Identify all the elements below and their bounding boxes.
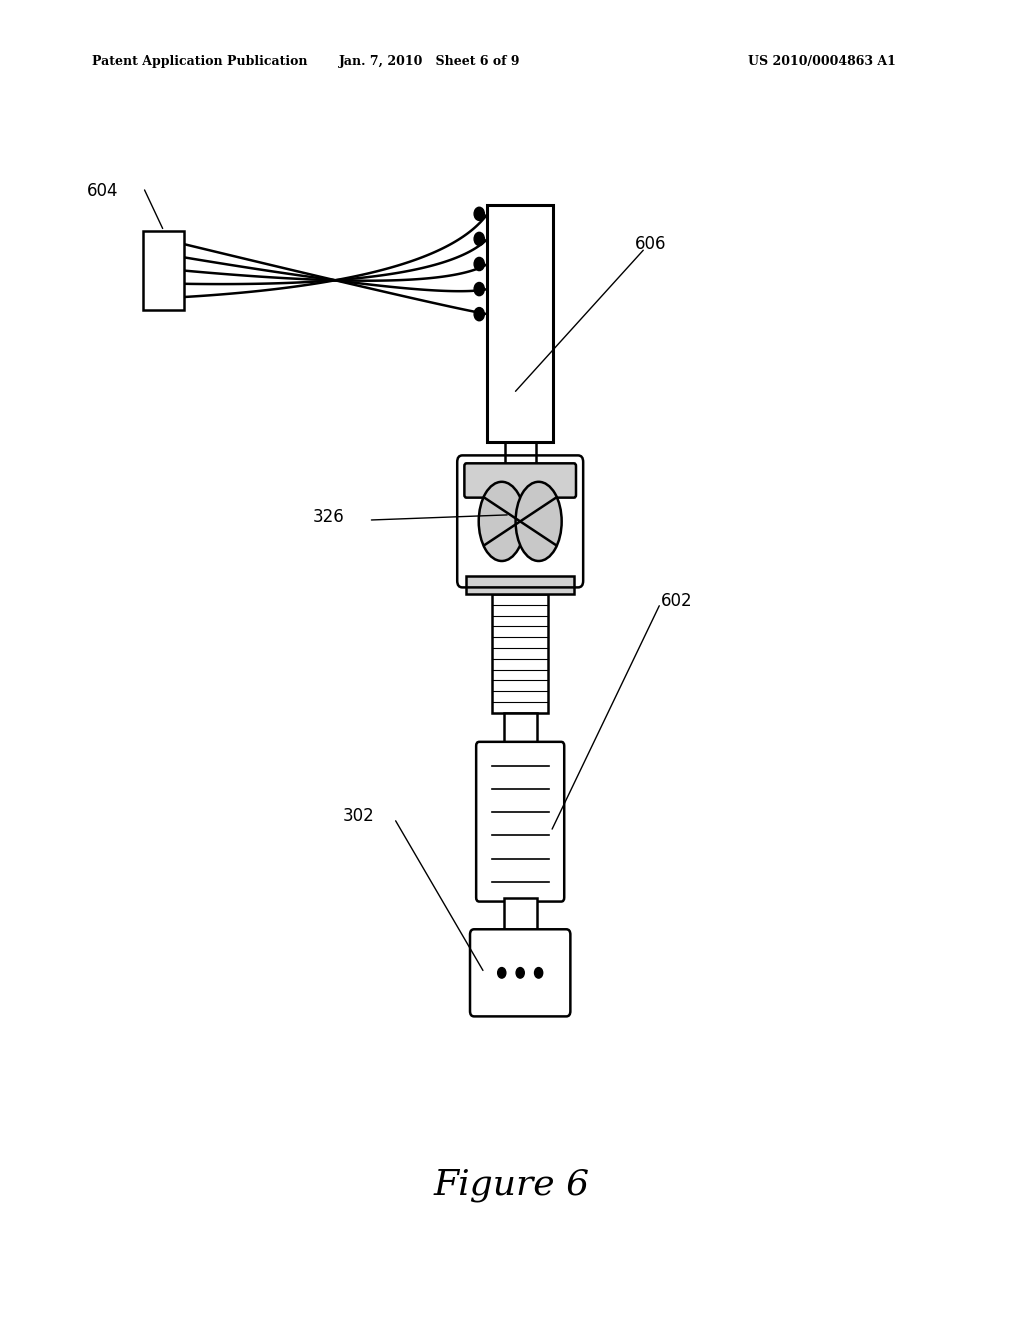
FancyBboxPatch shape — [470, 929, 570, 1016]
Bar — [487, 205, 553, 442]
FancyBboxPatch shape — [476, 742, 564, 902]
Text: Patent Application Publication: Patent Application Publication — [92, 55, 307, 69]
Text: 604: 604 — [87, 182, 119, 201]
Text: 606: 606 — [635, 235, 667, 253]
FancyBboxPatch shape — [465, 463, 575, 498]
Circle shape — [474, 207, 484, 220]
Text: Figure 6: Figure 6 — [434, 1168, 590, 1203]
Bar — [504, 713, 537, 746]
Circle shape — [474, 308, 484, 321]
Text: 302: 302 — [343, 807, 375, 825]
Bar — [504, 898, 537, 935]
Bar — [467, 576, 573, 594]
Circle shape — [474, 232, 484, 246]
Circle shape — [474, 282, 484, 296]
Text: Jan. 7, 2010   Sheet 6 of 9: Jan. 7, 2010 Sheet 6 of 9 — [339, 55, 521, 69]
Bar — [492, 594, 549, 713]
Text: 602: 602 — [660, 591, 692, 610]
Ellipse shape — [516, 482, 561, 561]
Circle shape — [474, 257, 484, 271]
Text: US 2010/0004863 A1: US 2010/0004863 A1 — [748, 55, 895, 69]
Circle shape — [516, 968, 524, 978]
Text: 326: 326 — [312, 508, 344, 527]
Circle shape — [535, 968, 543, 978]
Circle shape — [498, 968, 506, 978]
Ellipse shape — [478, 482, 524, 561]
Bar — [143, 231, 184, 310]
